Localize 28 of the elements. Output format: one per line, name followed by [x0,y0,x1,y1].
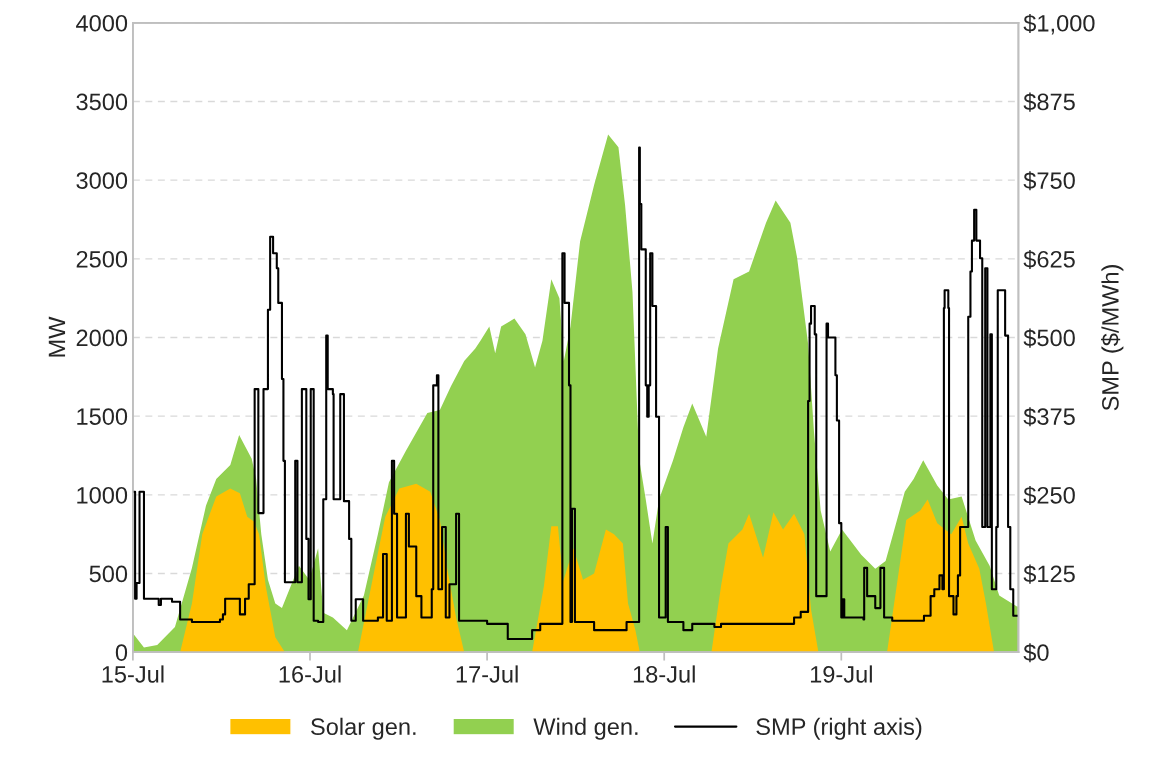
y-tick-label: 4000 [76,14,128,32]
y2-tick-label: $750 [1023,171,1075,191]
y2-tick-label: $0 [1023,643,1049,663]
y-tick-label: 2000 [76,329,128,347]
y2-tick-label: $875 [1023,92,1075,112]
y2-tick-label: $625 [1023,249,1075,270]
y2-tick-label: $250 [1023,485,1075,506]
y-tick-label: 500 [89,565,128,583]
y-tick-label: 3000 [76,172,128,189]
y2-axis-title: SMP ($/MWh) [1101,265,1124,411]
y2-tick-label: $1,000 [1023,13,1095,35]
x-tick-label: 16-Jul [279,665,341,683]
y-tick-label: 1000 [77,486,128,504]
y2-tick-label: $500 [1023,328,1075,348]
x-tick-label: 15-Jul [102,665,164,683]
y-tick-label: 0 [115,644,128,661]
legend-label: SMP (right axis) [756,717,922,740]
x-tick-label: 17-Jul [456,665,518,683]
y-tick-label: 2500 [76,250,128,268]
y-axis-title: MW [48,316,66,357]
y2-tick-label: $375 [1023,407,1075,427]
x-tick-label: 18-Jul [633,665,695,683]
y-tick-label: 1500 [77,408,128,425]
x-tick-label: 19-Jul [810,665,872,683]
legend-label: Solar gen. [311,717,416,740]
y-tick-label: 3500 [76,93,128,111]
y2-tick-label: $125 [1023,564,1075,584]
legend-label: Wind gen. [533,717,638,740]
